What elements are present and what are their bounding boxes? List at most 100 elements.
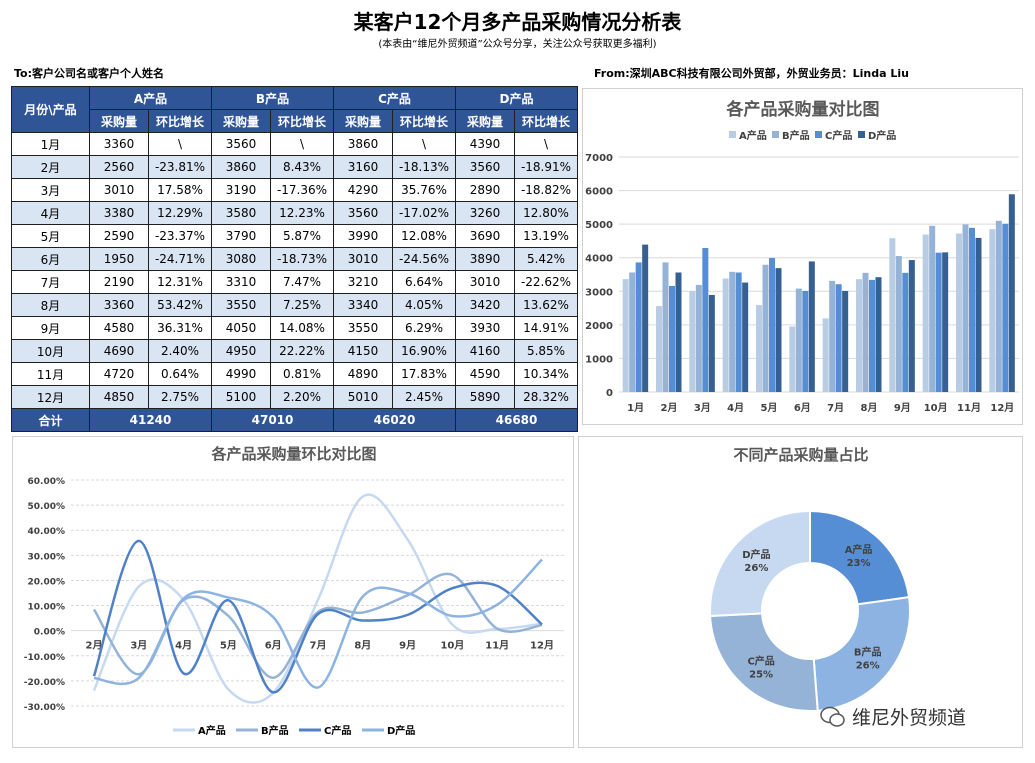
y-tick-label: 40.00% <box>28 527 66 537</box>
quantity-cell: 3420 <box>455 293 515 317</box>
table-row: 3月 3010 17.58% 3190 -17.36% 4290 35.76% 2890 -18… <box>11 178 578 202</box>
total-row: 合计 41240 47010 46020 46680 <box>11 408 578 432</box>
growth-cell: 28.32% <box>514 385 578 409</box>
total-cell: 47010 <box>211 408 334 432</box>
bar <box>702 247 709 392</box>
quantity-cell: 5100 <box>211 385 271 409</box>
growth-cell: 22.22% <box>270 339 334 363</box>
quantity-cell: 4160 <box>455 339 515 363</box>
series-line <box>92 572 543 679</box>
quantity-cell: 3010 <box>455 270 515 294</box>
x-tick-label: 2月 <box>86 640 103 652</box>
quantity-cell: 3930 <box>455 316 515 340</box>
y-tick-label: 30.00% <box>28 552 66 562</box>
growth-cell: 0.81% <box>270 362 334 386</box>
month-cell: 10月 <box>11 339 90 363</box>
bar <box>922 234 929 392</box>
quantity-cell: 2190 <box>89 270 149 294</box>
bar <box>895 256 902 392</box>
x-tick-label: 1月 <box>627 402 644 414</box>
x-tick-label: 7月 <box>827 402 844 414</box>
quantity-cell: 3560 <box>455 155 515 179</box>
y-tick-label: 3000 <box>585 287 613 298</box>
total-label: 合计 <box>11 408 90 432</box>
product-header: A产品 <box>89 86 212 110</box>
subtitle: (本表由“维尼外贸频道”公众号分享，关注公众号获取更多福利) <box>378 39 657 50</box>
growth-cell: 7.25% <box>270 293 334 317</box>
growth-cell: \ <box>514 132 578 156</box>
line-chart-panel: 各产品采购量环比对比图 -30.00% -20.00% -10.00% 0.00% 10.… <box>12 436 574 748</box>
month-cell: 4月 <box>11 201 90 225</box>
growth-cell: 8.43% <box>270 155 334 179</box>
bar <box>708 294 715 392</box>
bar <box>729 271 736 392</box>
month-cell: 5月 <box>11 224 90 248</box>
quantity-cell: 5890 <box>455 385 515 409</box>
quantity-cell: 3860 <box>211 155 271 179</box>
watermark: 维尼外贸频道 <box>820 703 966 730</box>
x-tick-label: 5月 <box>220 640 237 652</box>
x-tick-label: 12月 <box>530 640 554 652</box>
pie-chart-panel: 不同产品采购量占比 A产品 23% B产品 26% C产品 25% D产品 26% <box>578 436 1023 748</box>
series-line <box>93 558 543 689</box>
quantity-cell: 3340 <box>333 293 393 317</box>
quantity-cell: 3580 <box>211 201 271 225</box>
y-tick-label: -10.00% <box>24 653 65 663</box>
bar <box>902 272 909 392</box>
growth-cell: 5.85% <box>514 339 578 363</box>
bar <box>695 284 702 392</box>
month-cell: 8月 <box>11 293 90 317</box>
legend-swatch <box>858 131 865 138</box>
slice-label: A产品 <box>845 543 873 556</box>
quantity-cell: 3080 <box>211 247 271 271</box>
bar-chart: 各产品采购量对比图 A产品 B产品 C产品 D产品 0 1000 2000 3000 4000 50… <box>585 99 1019 414</box>
growth-cell: -18.73% <box>270 247 334 271</box>
growth-cell: 12.08% <box>392 224 456 248</box>
bar <box>975 237 982 392</box>
bar <box>675 272 682 392</box>
y-tick-label: 6000 <box>585 187 613 198</box>
x-tick-label: 5月 <box>761 402 778 414</box>
x-tick-label: 6月 <box>265 640 282 652</box>
quantity-cell: 4150 <box>333 339 393 363</box>
month-cell: 6月 <box>11 247 90 271</box>
table-row: 2月 2560 -23.81% 3860 8.43% 3160 -18.13% 3560 -18… <box>11 155 578 179</box>
total-cell: 46680 <box>455 408 578 432</box>
bar <box>1008 194 1015 392</box>
quantity-cell: 3860 <box>333 132 393 156</box>
quantity-cell: 3310 <box>211 270 271 294</box>
growth-cell: 6.64% <box>392 270 456 294</box>
growth-cell: 0.64% <box>148 362 212 386</box>
month-cell: 3月 <box>11 178 90 202</box>
corner-header: 月份\产品 <box>11 86 90 133</box>
quantity-cell: 3990 <box>333 224 393 248</box>
growth-cell: 12.31% <box>148 270 212 294</box>
bar <box>822 318 829 392</box>
growth-cell: 17.58% <box>148 178 212 202</box>
sub-header: 采购量 <box>455 109 515 133</box>
growth-cell: 53.42% <box>148 293 212 317</box>
growth-cell: 2.20% <box>270 385 334 409</box>
month-cell: 7月 <box>11 270 90 294</box>
y-tick-label: -20.00% <box>24 678 65 688</box>
x-tick-label: 12月 <box>990 402 1014 414</box>
chart-title: 不同产品采购量占比 <box>733 446 868 464</box>
growth-cell: 16.90% <box>392 339 456 363</box>
x-tick-label: 7月 <box>310 640 327 652</box>
growth-cell: 35.76% <box>392 178 456 202</box>
growth-cell: 14.08% <box>270 316 334 340</box>
quantity-cell: 2590 <box>89 224 149 248</box>
table-row: 11月 4720 0.64% 4990 0.81% 4890 17.83% 4590 10.34… <box>11 362 578 386</box>
growth-cell: -18.82% <box>514 178 578 202</box>
series-line <box>92 539 543 694</box>
slice-label: C产品 <box>747 655 774 668</box>
total-cell: 41240 <box>89 408 212 432</box>
bar <box>662 262 669 392</box>
quantity-cell: 3550 <box>211 293 271 317</box>
growth-cell: 6.29% <box>392 316 456 340</box>
quantity-cell: 1950 <box>89 247 149 271</box>
bar <box>769 258 775 392</box>
bar <box>829 280 836 392</box>
y-tick-label: 10.00% <box>28 603 66 613</box>
quantity-cell: 4690 <box>89 339 149 363</box>
